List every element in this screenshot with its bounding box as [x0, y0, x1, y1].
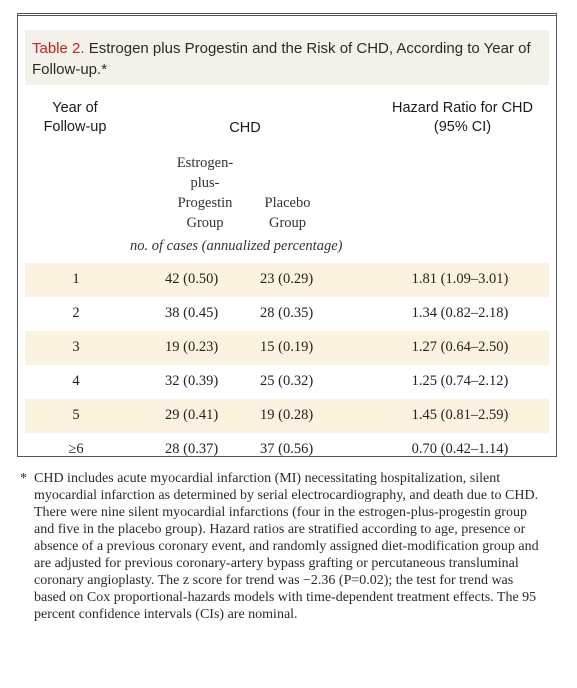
hazard-ratio-cell: 1.25 (0.74–2.12) — [411, 373, 509, 389]
hazard-ratio-cell: 1.34 (0.82–2.18) — [411, 305, 509, 321]
hazard-ratio-cell: 0.70 (0.42–1.14) — [411, 441, 509, 457]
table-row: 1 42 (0.50) 23 (0.29) 1.81 (1.09–3.01) — [25, 263, 549, 297]
year-cell: 2 — [72, 305, 80, 321]
estrogen-progestin-cell: 42 (0.50) — [165, 271, 219, 287]
table-row: 2 38 (0.45) 28 (0.35) 1.34 (0.82–2.18) — [25, 297, 549, 331]
top-rule — [17, 13, 557, 16]
unit-label: no. of cases (annualized percentage) — [130, 238, 343, 254]
subheader-estrogen-progestin: Estrogen- plus- Progestin Group — [176, 155, 234, 231]
estrogen-progestin-cell: 19 (0.23) — [165, 339, 219, 355]
table-row: 4 32 (0.39) 25 (0.32) 1.25 (0.74–2.12) — [25, 365, 549, 399]
year-cell: 4 — [72, 373, 80, 389]
estrogen-progestin-cell: 28 (0.37) — [165, 441, 219, 457]
placebo-cell: 15 (0.19) — [260, 339, 314, 355]
year-cell: ≥6 — [68, 441, 84, 457]
hazard-ratio-cell: 1.45 (0.81–2.59) — [411, 407, 509, 423]
estrogen-progestin-cell: 38 (0.45) — [165, 305, 219, 321]
hazard-ratio-cell: 1.81 (1.09–3.01) — [411, 271, 509, 287]
placebo-cell: 28 (0.35) — [260, 305, 314, 321]
estrogen-progestin-cell: 29 (0.41) — [165, 407, 219, 423]
footnote: * CHD includes acute myocardial infarcti… — [20, 470, 545, 623]
year-cell: 1 — [72, 271, 80, 287]
table-row: ≥6 28 (0.37) 37 (0.56) 0.70 (0.42–1.14) — [25, 433, 549, 467]
footnote-mark: * — [20, 471, 27, 486]
year-cell: 5 — [72, 407, 80, 423]
col-header-chd: CHD — [229, 120, 261, 136]
placebo-cell: 37 (0.56) — [260, 441, 314, 457]
table-label: Table 2. — [32, 40, 85, 57]
footnote-text: CHD includes acute myocardial infarction… — [34, 471, 539, 622]
table-row: 5 29 (0.41) 19 (0.28) 1.45 (0.81–2.59) — [25, 399, 549, 433]
title-box — [25, 30, 549, 85]
year-cell: 3 — [72, 339, 80, 355]
placebo-cell: 23 (0.29) — [260, 271, 314, 287]
table-row: 3 19 (0.23) 15 (0.19) 1.27 (0.64–2.50) — [25, 331, 549, 365]
placebo-cell: 19 (0.28) — [260, 407, 314, 423]
col-header-year: Year of Follow-up — [43, 100, 107, 135]
subheader-placebo: Placebo Group — [264, 195, 311, 231]
hazard-ratio-cell: 1.27 (0.64–2.50) — [411, 339, 509, 355]
placebo-cell: 25 (0.32) — [260, 373, 314, 389]
col-header-hazard-ratio: Hazard Ratio for CHD (95% CI) — [391, 100, 533, 135]
estrogen-progestin-cell: 32 (0.39) — [165, 373, 219, 389]
table-title-text: Estrogen plus Progestin and the Risk of … — [32, 40, 531, 78]
table-title: Table 2. Estrogen plus Progestin and the… — [32, 38, 532, 80]
